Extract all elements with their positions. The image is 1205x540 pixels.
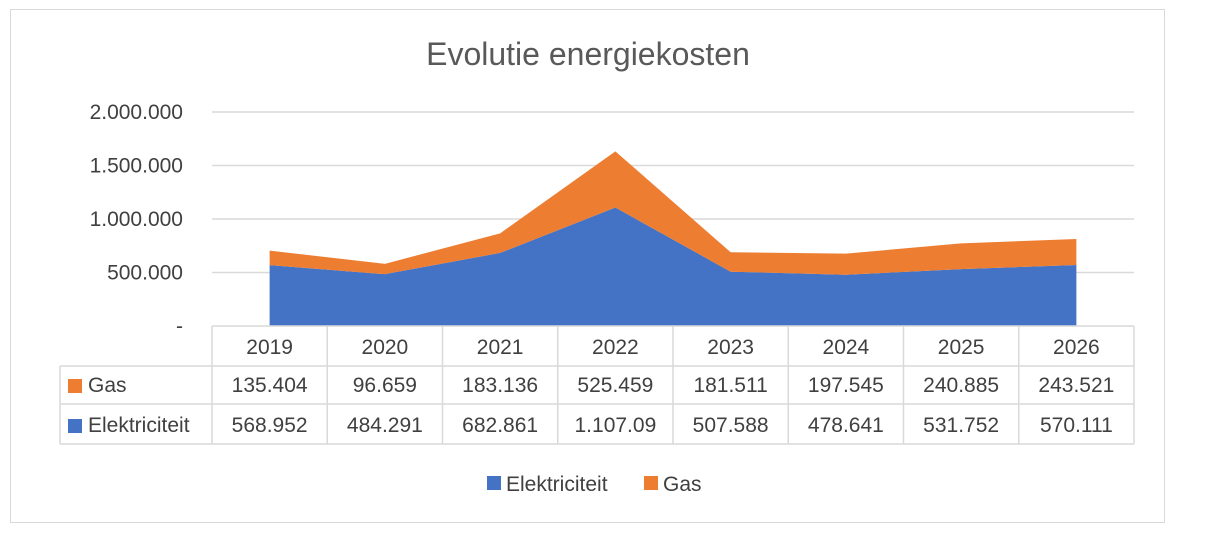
y-tick-label: 2.000.000 — [90, 101, 183, 124]
table-series-name: Elektriciteit — [88, 414, 190, 437]
plot-areas — [269, 151, 1077, 326]
table-cell: 682.861 — [462, 414, 538, 437]
table-cell: 525.459 — [577, 374, 653, 397]
table-cell: 568.952 — [232, 414, 308, 437]
chart-title: Evolutie energiekosten — [426, 36, 750, 72]
category-label: 2021 — [477, 336, 524, 359]
legend-label: Elektriciteit — [506, 473, 608, 496]
table-cell: 484.291 — [347, 414, 423, 437]
table-series-name: Gas — [88, 374, 127, 397]
legend: Elektriciteit Gas — [487, 473, 702, 496]
y-tick-label: 500.000 — [107, 262, 183, 285]
y-tick-label: - — [176, 315, 183, 338]
table-cell: 183.136 — [462, 374, 538, 397]
table-cell: 181.511 — [693, 374, 767, 397]
y-tick-label: 1.000.000 — [90, 208, 183, 231]
category-label: 2025 — [938, 336, 985, 359]
category-label: 2022 — [592, 336, 639, 359]
category-label: 2024 — [823, 336, 870, 359]
table-cell: 531.752 — [923, 414, 999, 437]
legend-swatch — [644, 476, 658, 490]
table-cell: 570.111 — [1040, 414, 1113, 437]
table-cell: 507.588 — [693, 414, 769, 437]
table-cell: 240.885 — [923, 374, 999, 397]
table-cell: 197.545 — [808, 374, 884, 397]
category-label: 2023 — [707, 336, 754, 359]
table-cell: 478.641 — [808, 414, 884, 437]
table-legend-key — [68, 419, 82, 433]
data-table: 2019 2020 2021 2022 2023 2024 2025 2026 Gas 135.4… — [59, 325, 1135, 445]
area-elektriciteit — [269, 207, 1077, 326]
category-label: 2019 — [246, 336, 293, 359]
legend-swatch — [487, 476, 501, 490]
table-legend-key — [68, 379, 82, 393]
area-gas — [269, 151, 1077, 275]
category-label: 2020 — [362, 336, 409, 359]
table-cell: 96.659 — [353, 374, 417, 397]
table-cell: 1.107.09 — [575, 414, 657, 437]
legend-label: Gas — [663, 473, 702, 496]
y-tick-label: 1.500.000 — [90, 155, 183, 178]
category-label: 2026 — [1053, 336, 1100, 359]
table-cell: 135.404 — [232, 374, 308, 397]
y-axis: - 500.000 1.000.000 1.500.000 2.000.000 — [90, 101, 183, 338]
table-cell: 243.521 — [1038, 374, 1114, 397]
